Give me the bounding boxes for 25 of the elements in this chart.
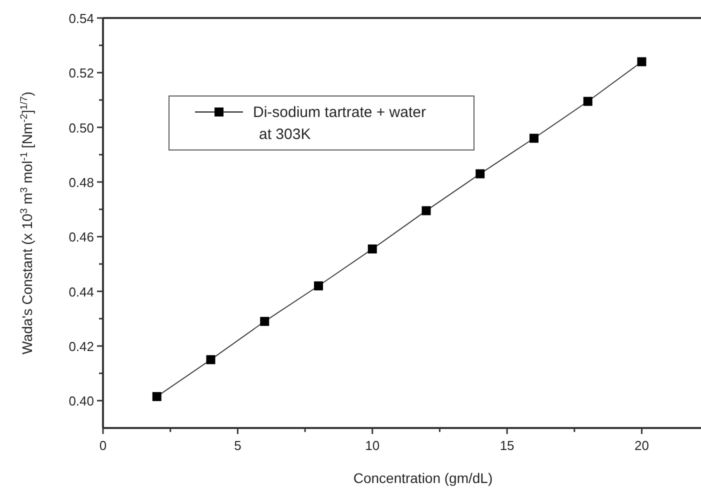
y-tick-label: 0.46	[68, 230, 94, 245]
point	[368, 244, 377, 254]
point	[476, 169, 485, 178]
y-tick-label: 0.54	[68, 11, 94, 26]
point	[529, 134, 538, 143]
legend-label: Di-sodium tartrate + water at 303K	[253, 104, 426, 143]
point	[260, 316, 270, 326]
y-tick-label: 0.44	[68, 284, 94, 300]
y-tick-label: 0.52	[68, 66, 94, 81]
x-tick-label: 0	[99, 438, 107, 453]
point	[422, 206, 431, 216]
point	[637, 57, 646, 66]
point	[583, 96, 592, 106]
point	[206, 355, 216, 364]
y-tick-label: 0.40	[68, 394, 94, 409]
y-tick-label: 0.48	[68, 175, 94, 190]
x-axis-title: Concentration (gm/dL)	[353, 470, 493, 486]
x-tick-label: 5	[234, 438, 242, 453]
y-tick-label: 0.50	[68, 120, 94, 136]
point	[152, 392, 162, 402]
x-tick-label: 15	[500, 438, 514, 453]
x-tick-label: 10	[365, 438, 380, 453]
y-tick-label: 0.42	[68, 339, 94, 354]
x-tick-label: 20	[634, 438, 649, 453]
point	[314, 281, 323, 290]
